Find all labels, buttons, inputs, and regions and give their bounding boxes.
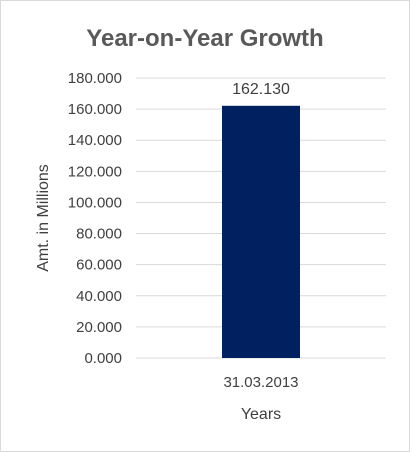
- bar-value-label: 162.130: [232, 81, 290, 98]
- y-tick-label: 180.000: [68, 70, 122, 87]
- y-tick-label: 160.000: [68, 101, 122, 118]
- y-tick-label: 80.000: [76, 226, 122, 243]
- y-axis-ticks: 0.000 20.000 40.000 60.000 80.000 100.000 120.…: [68, 70, 122, 367]
- y-tick-label: 120.000: [68, 163, 122, 180]
- y-tick-label: 40.000: [76, 288, 122, 305]
- bar: [222, 105, 300, 358]
- y-tick-label: 0.000: [84, 350, 122, 367]
- y-tick-label: 60.000: [76, 257, 122, 274]
- y-tick-label: 20.000: [76, 319, 122, 336]
- chart-title: Year-on-Year Growth: [86, 25, 323, 52]
- y-tick-label: 140.000: [68, 132, 122, 149]
- bars: 162.130: [222, 81, 300, 358]
- x-axis-ticks: 31.03.2013: [223, 374, 298, 391]
- x-tick-label: 31.03.2013: [223, 374, 298, 391]
- y-axis-label: Amt. in Millions: [35, 164, 52, 272]
- y-tick-label: 100.000: [68, 194, 122, 211]
- x-axis-label: Years: [241, 406, 281, 423]
